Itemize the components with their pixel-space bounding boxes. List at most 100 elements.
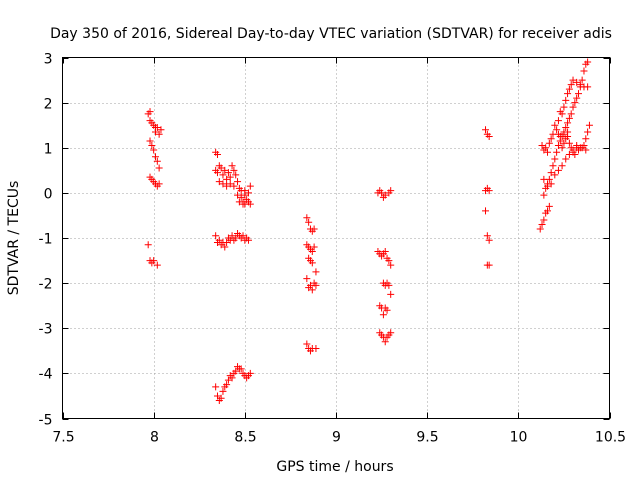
data-point <box>153 123 161 131</box>
axis-ticks <box>62 57 611 420</box>
grid-lines <box>62 57 610 419</box>
x-tick-label: 7.5 <box>52 430 74 446</box>
data-point <box>582 135 590 143</box>
y-axis-label: SDTVAR / TECUs <box>6 181 22 296</box>
y-tick-label: -3 <box>39 322 53 338</box>
data-point <box>575 146 583 154</box>
data-point <box>246 369 254 377</box>
data-point <box>584 83 592 91</box>
data-point <box>234 178 242 186</box>
data-point <box>219 387 227 395</box>
data-point <box>585 121 593 129</box>
data-point <box>565 114 573 122</box>
data-point <box>564 90 572 98</box>
y-tick-label: -5 <box>39 413 53 429</box>
data-point <box>573 141 581 149</box>
x-axis-label: GPS time / hours <box>276 459 393 475</box>
data-point <box>379 311 387 319</box>
data-point <box>150 257 158 265</box>
x-tick-label: 9 <box>332 430 341 446</box>
data-point <box>483 232 491 240</box>
y-tick-label: 1 <box>44 142 53 158</box>
data-point <box>217 394 225 402</box>
data-point <box>562 96 570 104</box>
x-tick-labels: 7.5 8 8.5 9 9.5 10 10.5 <box>52 430 626 446</box>
data-point <box>554 117 562 125</box>
data-point <box>219 171 227 179</box>
x-tick-label: 10.5 <box>595 430 626 446</box>
data-point <box>230 166 238 174</box>
data-point <box>239 200 247 208</box>
data-point <box>482 126 490 134</box>
x-tick-label: 10 <box>510 430 528 446</box>
data-point <box>554 166 562 174</box>
data-point <box>150 146 158 154</box>
data-point <box>565 85 573 93</box>
y-tick-labels: -5 -4 -3 -2 -1 0 1 2 3 <box>39 52 53 429</box>
data-point <box>213 151 221 159</box>
data-point <box>312 345 320 353</box>
data-point <box>144 241 152 249</box>
data-point <box>303 214 311 222</box>
data-point <box>387 290 395 298</box>
data-point <box>155 180 163 188</box>
data-point <box>564 119 572 127</box>
data-point <box>567 144 575 152</box>
data-point <box>562 155 570 163</box>
data-point <box>153 261 161 269</box>
data-point <box>212 383 220 391</box>
y-tick-label: -1 <box>39 232 53 248</box>
data-point <box>239 232 247 240</box>
data-point <box>536 225 544 233</box>
data-point <box>232 171 240 179</box>
data-point <box>576 81 584 89</box>
data-point <box>567 110 575 118</box>
data-point <box>223 182 231 190</box>
data-point <box>542 144 550 152</box>
data-point <box>387 187 395 195</box>
data-point <box>232 367 240 375</box>
data-point <box>385 281 393 289</box>
data-point <box>246 182 254 190</box>
data-point <box>580 67 588 75</box>
data-point <box>584 128 592 136</box>
data-point <box>151 128 159 136</box>
data-point <box>217 164 225 172</box>
x-tick-label: 9.5 <box>416 430 438 446</box>
data-point <box>312 268 320 276</box>
data-point <box>151 153 159 161</box>
data-point <box>310 225 318 233</box>
data-point <box>545 139 553 147</box>
data-point <box>155 164 163 172</box>
y-tick-label: 2 <box>44 97 53 113</box>
data-point <box>308 259 316 267</box>
data-point <box>573 78 581 86</box>
data-point <box>578 144 586 152</box>
data-point <box>153 157 161 165</box>
y-tick-label: 3 <box>44 52 53 68</box>
data-point <box>221 243 229 251</box>
data-point <box>228 374 236 382</box>
data-point <box>569 103 577 111</box>
data-point <box>305 218 313 226</box>
data-point <box>540 216 548 224</box>
data-point <box>571 99 579 107</box>
data-point <box>308 286 316 294</box>
data-point <box>551 171 559 179</box>
data-point <box>224 169 232 177</box>
data-point <box>234 191 242 199</box>
data-point <box>544 148 552 156</box>
data-point <box>584 58 592 66</box>
data-point <box>226 173 234 181</box>
data-point <box>303 275 311 283</box>
data-point <box>569 76 577 84</box>
data-point <box>157 126 165 134</box>
data-point <box>540 175 548 183</box>
data-point <box>244 236 252 244</box>
data-point <box>575 90 583 98</box>
data-point <box>558 144 566 152</box>
data-point <box>485 187 493 195</box>
data-point <box>383 306 391 314</box>
data-point <box>556 132 564 140</box>
